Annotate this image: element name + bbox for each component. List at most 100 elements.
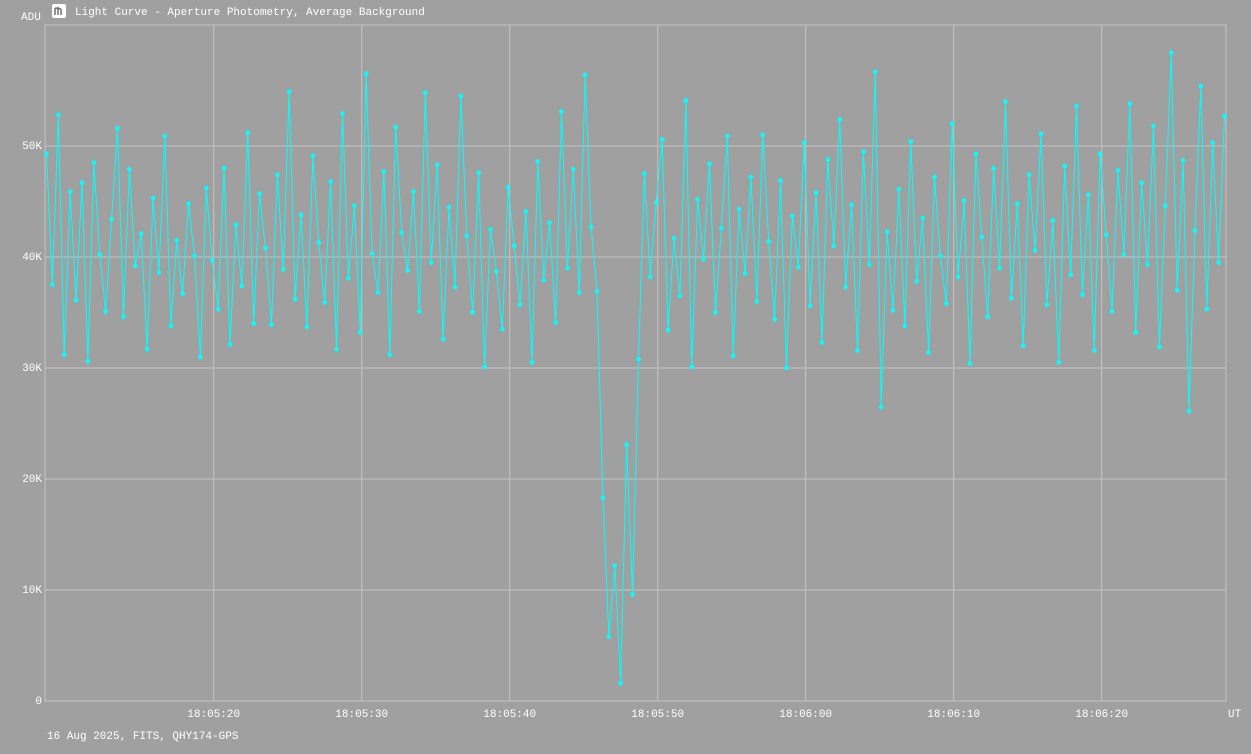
- title-icon: [52, 4, 66, 18]
- data-point: [1163, 203, 1168, 209]
- data-point: [245, 130, 251, 135]
- data-point: [600, 495, 606, 501]
- data-point: [730, 353, 736, 359]
- data-point: [156, 270, 162, 275]
- data-point: [571, 167, 576, 172]
- data-point: [867, 262, 872, 268]
- data-point: [263, 245, 268, 251]
- data-point: [186, 201, 191, 207]
- data-point: [624, 442, 629, 447]
- data-point: [1038, 131, 1044, 137]
- data-point: [1050, 218, 1056, 223]
- data-point: [878, 404, 884, 410]
- data-point: [861, 149, 866, 154]
- data-point: [677, 293, 683, 299]
- data-point: [825, 157, 831, 162]
- x-tick-label: 18:05:30: [335, 709, 388, 721]
- data-point: [357, 330, 363, 335]
- data-point: [784, 365, 789, 371]
- data-point: [943, 301, 949, 306]
- data-point: [298, 212, 304, 218]
- data-point: [488, 226, 493, 232]
- y-tick-label: 10K: [22, 585, 42, 597]
- data-point: [914, 279, 919, 284]
- data-point: [1210, 140, 1215, 145]
- data-point: [464, 233, 470, 239]
- data-point: [618, 680, 624, 686]
- data-point: [938, 253, 943, 259]
- x-tick-label: 18:05:40: [483, 709, 536, 721]
- data-point: [209, 258, 215, 263]
- data-point: [393, 124, 399, 130]
- data-point: [1091, 347, 1097, 353]
- data-point: [979, 234, 985, 240]
- data-point: [138, 231, 144, 236]
- data-point: [56, 112, 61, 118]
- data-point: [91, 160, 97, 165]
- data-point: [819, 340, 825, 345]
- data-point: [322, 300, 328, 305]
- data-point: [807, 303, 813, 309]
- data-point: [659, 137, 665, 142]
- data-point: [233, 222, 239, 228]
- data-point: [1216, 260, 1221, 265]
- data-point: [831, 243, 837, 249]
- data-point: [500, 326, 505, 332]
- data-point: [363, 71, 369, 77]
- data-point: [316, 240, 322, 245]
- data-point: [576, 290, 582, 295]
- data-point: [1074, 103, 1079, 109]
- data-point: [476, 170, 481, 175]
- x-tick-label: 18:06:00: [779, 709, 832, 721]
- data-point: [1109, 309, 1115, 314]
- data-point: [1186, 408, 1192, 414]
- data-point: [494, 269, 499, 274]
- y-axis-label: ADU: [21, 12, 41, 24]
- data-point: [778, 178, 783, 183]
- data-point: [168, 323, 174, 329]
- data-point: [517, 302, 523, 308]
- data-point: [707, 161, 712, 167]
- data-point: [381, 169, 387, 174]
- data-point: [1133, 330, 1139, 335]
- data-point: [695, 196, 700, 202]
- data-point: [653, 200, 659, 205]
- data-point: [150, 195, 156, 201]
- data-point: [920, 215, 925, 221]
- data-point: [275, 172, 280, 178]
- data-point: [547, 220, 552, 225]
- data-point: [908, 139, 914, 144]
- data-point: [1139, 180, 1144, 185]
- data-point: [352, 203, 357, 209]
- data-point: [1103, 232, 1109, 238]
- data-point: [103, 309, 108, 314]
- data-point: [346, 275, 351, 281]
- data-point: [458, 93, 464, 99]
- data-point: [991, 165, 996, 171]
- y-tick-label: 30K: [22, 363, 42, 375]
- data-point: [1003, 99, 1008, 104]
- y-tick-label: 50K: [22, 141, 42, 153]
- plot-area: 0 10K 20K 30K 40K 50K 18:05:20 18:05:30 18:05:40…: [22, 24, 1227, 721]
- data-point: [1015, 201, 1020, 207]
- data-point: [523, 209, 529, 214]
- data-point: [132, 263, 138, 269]
- data-point: [553, 320, 558, 325]
- data-point: [44, 151, 49, 157]
- data-point: [440, 336, 446, 342]
- data-point: [482, 364, 487, 370]
- data-point: [115, 125, 120, 131]
- data-point: [334, 346, 339, 352]
- data-point: [1127, 101, 1133, 107]
- data-point: [121, 314, 126, 320]
- data-point: [257, 191, 262, 197]
- data-point: [961, 198, 967, 203]
- data-point: [180, 291, 185, 296]
- data-point: [713, 310, 718, 315]
- data-point: [1062, 163, 1067, 169]
- data-point: [204, 185, 209, 191]
- data-point: [606, 634, 612, 639]
- data-point: [719, 225, 724, 231]
- data-point: [97, 252, 103, 258]
